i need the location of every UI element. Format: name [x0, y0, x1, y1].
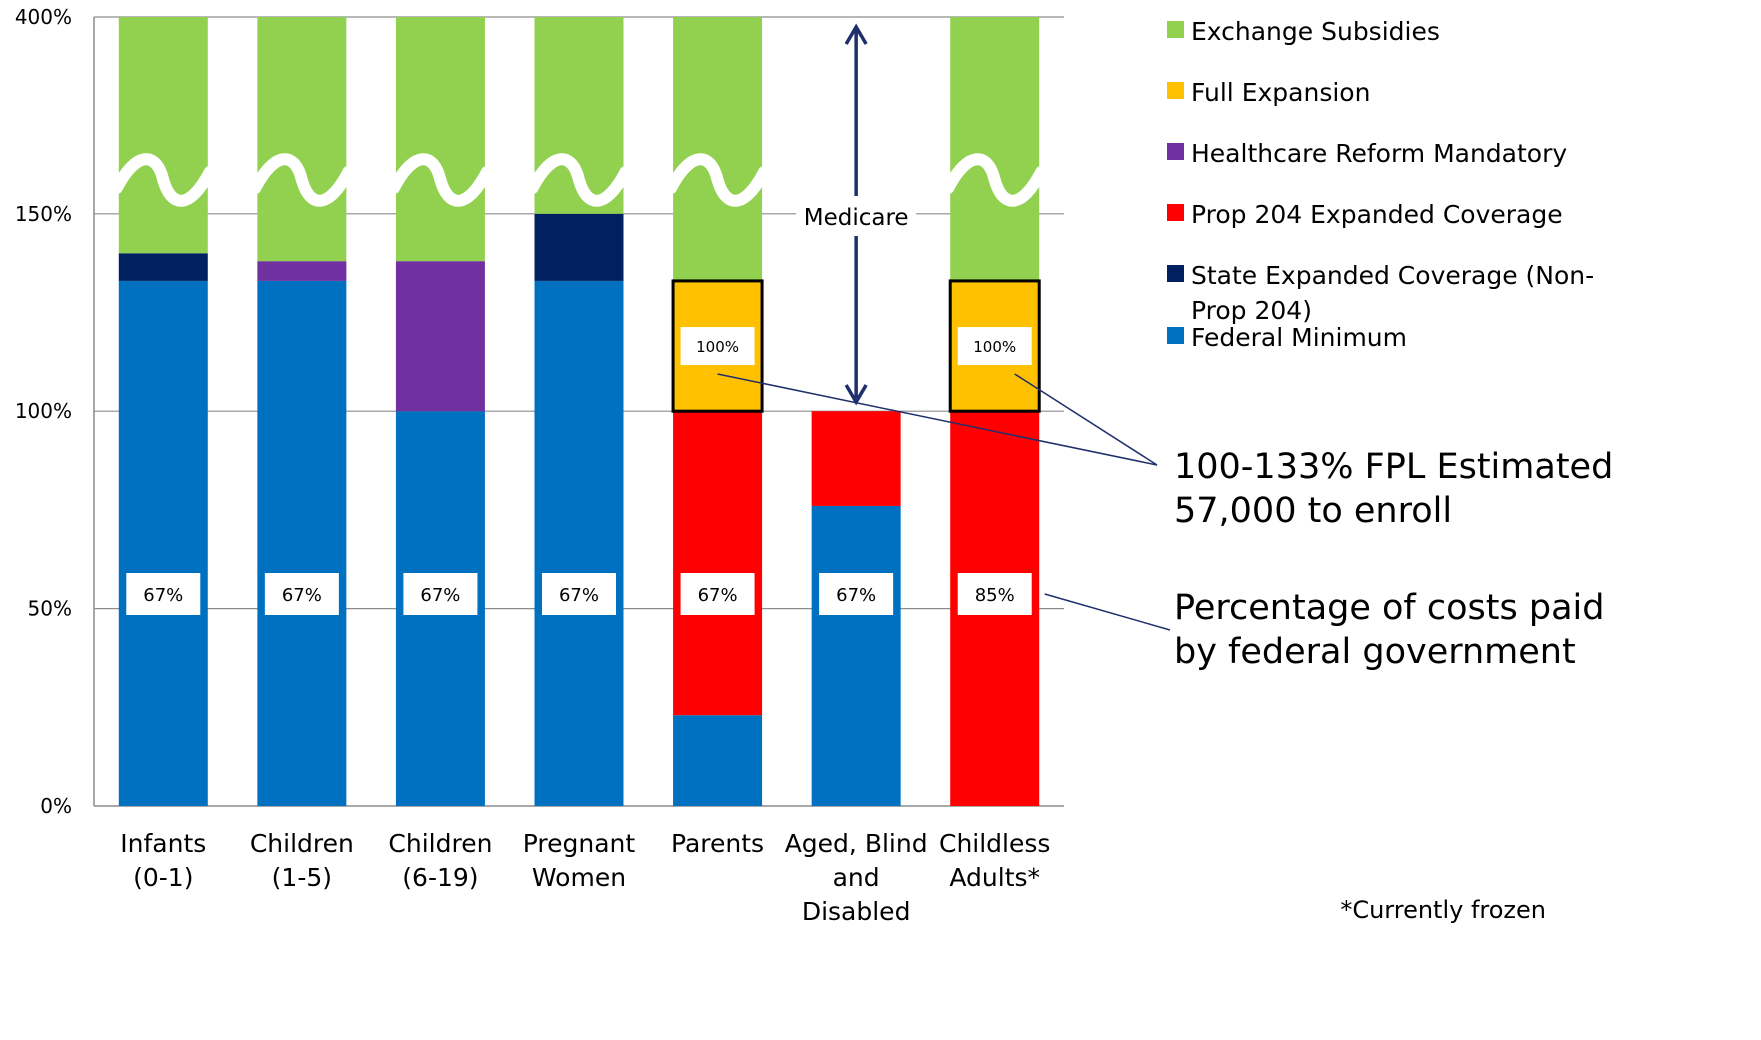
legend-label: Exchange Subsidies: [1191, 17, 1440, 46]
bar-segment-prop-204-expanded-coverage: [811, 411, 901, 506]
bar-segment-federal-minimum: [257, 280, 347, 806]
bar-segment-state-expanded-coverage-non-prop-204: [118, 253, 208, 281]
bar-segment-prop-204-expanded-coverage: [673, 411, 763, 716]
axis-break-squiggle: [387, 153, 493, 207]
federal-share-label: 67%: [559, 585, 599, 606]
federal-annotation: by federal government: [1174, 632, 1576, 672]
federal-share-label-box: [542, 573, 616, 615]
fpl-annotation: 57,000 to enroll: [1174, 491, 1452, 531]
bar-segment-exchange-subsidies: [257, 17, 347, 262]
legend-label: Federal Minimum: [1191, 323, 1407, 352]
legend-label: Healthcare Reform Mandatory: [1191, 139, 1567, 168]
legend-swatch: [1167, 82, 1184, 99]
y-tick-label: 0%: [40, 794, 72, 818]
x-tick-label: Pregnant: [523, 829, 636, 858]
legend-swatch: [1167, 143, 1184, 160]
bar-segment-federal-minimum: [811, 505, 901, 806]
bar-segment-federal-minimum: [118, 280, 208, 806]
bar-segment-exchange-subsidies: [673, 17, 763, 281]
federal-annotation: Percentage of costs paid: [1174, 588, 1604, 628]
federal-share-label-box: [264, 573, 339, 615]
medicare-label-bg: [796, 200, 917, 234]
bar-segment-state-expanded-coverage-non-prop-204: [534, 213, 624, 281]
y-tick-label: 50%: [28, 597, 72, 621]
bar-segment-healthcare-reform-mandatory: [395, 261, 485, 412]
x-tick-label: Children: [250, 829, 354, 858]
federal-share-label: 85%: [975, 585, 1015, 606]
bar-segment-exchange-subsidies: [395, 17, 485, 262]
footnote: *Currently frozen: [1340, 896, 1546, 924]
axis-break-squiggle: [110, 153, 216, 207]
legend-swatch: [1167, 265, 1184, 282]
leader-line: [717, 373, 1158, 466]
fpl-annotation: 100-133% FPL Estimated: [1174, 447, 1613, 487]
x-tick-label: Children: [388, 829, 492, 858]
full-expansion-label-box: [680, 327, 755, 366]
legend-swatch: [1167, 21, 1184, 38]
bar-segment-federal-minimum: [673, 715, 763, 806]
x-tick-label: Adults*: [949, 863, 1040, 892]
axis-break-squiggle: [942, 153, 1048, 207]
x-tick-label: Aged, Blind: [785, 829, 928, 858]
federal-share-label: 67%: [282, 585, 322, 606]
x-tick-label: Childless: [939, 829, 1050, 858]
legend-swatch: [1167, 204, 1184, 221]
bar-segment-healthcare-reform-mandatory: [257, 261, 347, 281]
federal-share-label: 67%: [143, 585, 183, 606]
annotation-leaders: [717, 373, 1171, 631]
federal-share-label: 67%: [698, 585, 738, 606]
x-tick-label: (1-5): [272, 863, 332, 892]
axis-break-squiggle: [665, 153, 771, 207]
axis-break-squiggle: [249, 153, 355, 207]
bar-segment-exchange-subsidies: [118, 17, 208, 254]
x-tick-label: and: [833, 863, 880, 892]
x-tick-label: Women: [532, 863, 626, 892]
axis-break-squiggle: [526, 153, 632, 207]
x-tick-label: Disabled: [802, 897, 911, 926]
federal-share-label: 67%: [420, 585, 460, 606]
medicare-arrow: Medicare: [796, 23, 917, 406]
bar-segment-federal-minimum: [534, 280, 624, 806]
bars: 67% 67% 67% 67% 100% 67% 67% 100% 85%: [110, 17, 1048, 806]
federal-share-label-box: [126, 573, 201, 615]
full-expansion-label: 100%: [973, 338, 1016, 356]
y-tick-label: 150%: [15, 202, 72, 226]
federal-share-label-box: [680, 573, 755, 615]
legend-label: Prop 204 Expanded Coverage: [1191, 200, 1563, 229]
x-tick-label: (6-19): [402, 863, 478, 892]
legend-label: Full Expansion: [1191, 78, 1370, 107]
legend-swatch: [1167, 327, 1184, 344]
federal-share-label-box: [819, 573, 894, 615]
bar-segment-exchange-subsidies: [950, 17, 1040, 281]
legend: Exchange Subsidies Full Expansion Healthca…: [1167, 17, 1594, 352]
x-tick-label: Infants: [120, 829, 206, 858]
full-expansion-label-box: [957, 327, 1032, 366]
y-tick-label: 400%: [15, 5, 72, 29]
y-tick-label: 100%: [15, 399, 72, 423]
federal-share-label-box: [403, 573, 478, 615]
federal-share-label-box: [957, 573, 1032, 615]
full-expansion-outline: [948, 279, 1041, 413]
full-expansion-outline: [671, 279, 764, 413]
full-expansion-label: 100%: [696, 338, 739, 356]
leader-line: [1014, 373, 1158, 466]
legend-label: Prop 204): [1191, 296, 1312, 325]
legend-label: State Expanded Coverage (Non-: [1191, 261, 1594, 290]
federal-share-label: 67%: [836, 585, 876, 606]
medicare-label: Medicare: [804, 205, 909, 231]
leader-line: [1044, 593, 1171, 631]
arrowhead-up: [844, 23, 868, 45]
x-tick-label: (0-1): [133, 863, 193, 892]
x-tick-label: Parents: [671, 829, 764, 858]
